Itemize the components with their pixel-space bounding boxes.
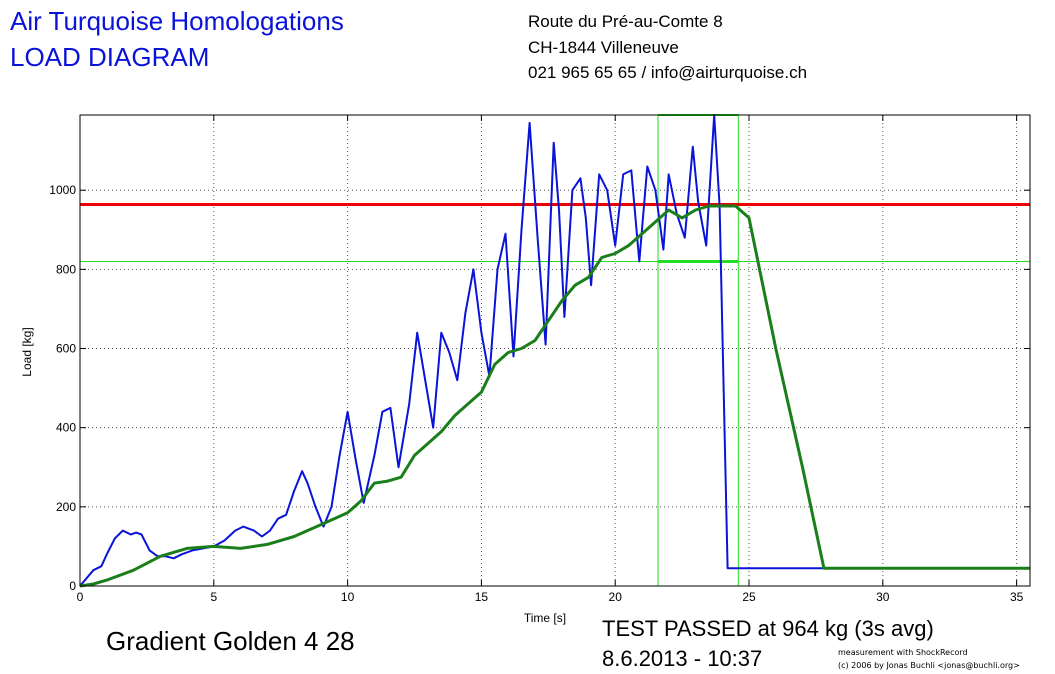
x-tick-label: 10: [341, 590, 355, 604]
report-title: Air Turquoise Homologations: [10, 6, 344, 36]
x-tick-label: 0: [77, 590, 84, 604]
y-axis-label: Load [kg]: [20, 327, 34, 376]
y-tick-label: 0: [69, 579, 76, 593]
x-tick-label: 5: [210, 590, 217, 604]
credit-measurement: measurement with ShockRecord: [838, 648, 968, 657]
y-tick-label: 600: [56, 342, 76, 356]
report-subtitle: LOAD DIAGRAM: [10, 42, 210, 72]
x-tick-label: 35: [1010, 590, 1024, 604]
test-datetime: 8.6.2013 - 10:37: [602, 646, 763, 671]
test-result: TEST PASSED at 964 kg (3s avg): [602, 616, 934, 641]
average-load-line: [79, 204, 1030, 588]
credit-copyright: (c) 2006 by Jonas Buchli <jonas@buchli.o…: [838, 661, 1020, 670]
plot-area: [80, 115, 1030, 586]
address-city: CH-1844 Villeneuve: [528, 38, 679, 57]
x-tick-label: 30: [876, 590, 890, 604]
y-tick-label: 400: [56, 421, 76, 435]
y-tick-label: 1000: [49, 183, 76, 197]
y-tick-label: 200: [56, 500, 76, 514]
x-tick-label: 25: [742, 590, 756, 604]
plot-frame: [79, 114, 1031, 587]
y-tick-label: 800: [56, 262, 76, 276]
address-street: Route du Pré-au-Comte 8: [528, 12, 723, 31]
address-contact: 021 965 65 65 / info@airturquoise.ch: [528, 63, 808, 82]
x-axis-label: Time [s]: [524, 611, 566, 625]
x-tick-label: 20: [609, 590, 623, 604]
x-tick-label: 15: [475, 590, 489, 604]
glider-name: Gradient Golden 4 28: [106, 626, 355, 656]
